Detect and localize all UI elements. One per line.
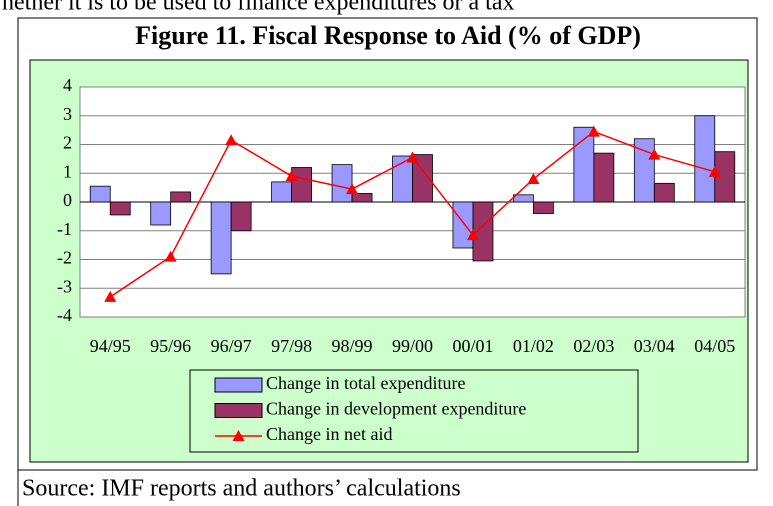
x-tick-label: 94/95 — [90, 336, 131, 356]
bar — [331, 164, 353, 203]
bar — [513, 194, 534, 203]
bar — [533, 201, 554, 214]
marker — [708, 165, 721, 177]
x-tick-label: 03/04 — [634, 336, 675, 356]
x-tick-label: 99/00 — [392, 336, 433, 356]
marker — [346, 183, 359, 195]
marker — [225, 134, 238, 146]
y-tick-label: 3 — [63, 104, 72, 124]
x-tick-label: 04/05 — [694, 336, 735, 356]
y-tick-label: -1 — [57, 219, 72, 239]
x-tick-label: 95/96 — [150, 336, 191, 356]
bar — [150, 201, 172, 226]
y-tick-label: -3 — [57, 276, 72, 296]
marker — [104, 290, 117, 302]
bar — [452, 201, 474, 249]
y-tick-label: -2 — [57, 248, 72, 268]
legend-label: Change in total expenditure — [266, 373, 465, 393]
marker — [527, 173, 540, 184]
bar — [291, 167, 312, 203]
bar — [694, 115, 716, 203]
bar — [714, 151, 736, 203]
legend-label: Change in development expenditure — [266, 399, 526, 419]
bar — [633, 138, 655, 203]
y-tick-label: 1 — [63, 161, 72, 181]
bar — [210, 201, 232, 275]
bar — [412, 154, 433, 203]
marker — [587, 125, 600, 137]
legend-marker — [232, 430, 245, 441]
bar — [271, 181, 292, 203]
x-tick-label: 02/03 — [573, 336, 614, 356]
bar — [351, 192, 373, 203]
y-tick-label: 4 — [63, 75, 72, 95]
bar — [593, 152, 615, 203]
text-above: hether it is to be used to finance expen… — [2, 0, 515, 16]
x-tick-label: 01/02 — [513, 336, 554, 356]
marker — [406, 151, 419, 163]
x-tick-label: 97/98 — [271, 336, 312, 356]
y-tick-label: 0 — [63, 190, 72, 210]
y-tick-label: -4 — [57, 305, 72, 325]
legend-swatch — [214, 377, 263, 393]
x-tick-label: 96/97 — [211, 336, 252, 356]
bar — [89, 185, 111, 203]
chart-title: Figure 11. Fiscal Response to Aid (% of … — [135, 21, 641, 50]
x-tick-label: 98/99 — [332, 336, 373, 356]
bar — [170, 191, 192, 203]
legend — [189, 369, 639, 453]
marker — [466, 229, 479, 241]
marker — [164, 250, 177, 262]
bar — [653, 182, 675, 203]
legend-swatch — [214, 403, 263, 418]
bar — [230, 201, 252, 232]
legend-label: Change in net aid — [266, 424, 392, 444]
x-tick-label: 00/01 — [452, 336, 493, 356]
marker — [648, 148, 661, 160]
source-note: Source: IMF reports and authors’ calcula… — [22, 476, 461, 502]
bar — [109, 201, 131, 216]
marker — [285, 170, 298, 182]
y-tick-label: 2 — [63, 133, 72, 153]
